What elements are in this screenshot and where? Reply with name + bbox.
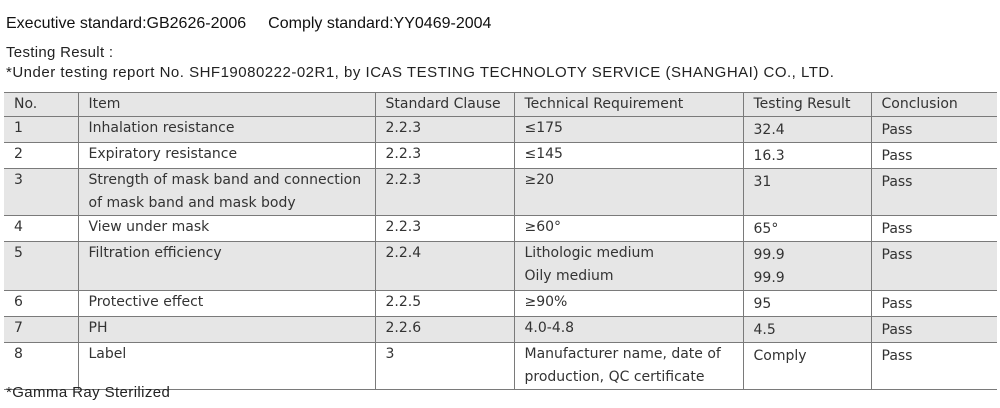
cell-clause: 2.2.3 (374, 142, 514, 169)
table-row: 7 PH 2.2.6 4.0-4.8 4.5 Pass (4, 316, 997, 343)
cell-no: 8 (4, 342, 78, 390)
cell-item-line: Filtration efficiency (88, 245, 222, 261)
cell-clause: 2.2.5 (374, 290, 514, 317)
column-header-conclusion: Conclusion (870, 92, 997, 117)
cell-requirement-line: ≤175 (524, 120, 563, 136)
cell-result: 16.3 (742, 142, 871, 169)
cell-requirement-line: Manufacturer name, date of (524, 346, 721, 362)
cell-no: 4 (4, 215, 78, 242)
cell-requirement-line: Lithologic medium (524, 245, 655, 261)
cell-item: View under mask (77, 215, 375, 242)
cell-requirement-line: ≤145 (524, 146, 563, 162)
cell-conclusion: Pass (870, 168, 997, 216)
cell-no: 6 (4, 290, 78, 317)
cell-item: Protective effect (77, 290, 375, 317)
table-row: 5 Filtration efficiency 2.2.4 Lithologic… (4, 241, 997, 291)
cell-clause: 2.2.3 (374, 168, 514, 216)
cell-no: 7 (4, 316, 78, 343)
cell-item-line: Label (88, 346, 127, 362)
table-row: 8 Label 3 Manufacturer name, date of prod… (4, 342, 997, 390)
cell-item-line: of mask band and mask body (88, 195, 296, 211)
cell-requirement: ≥90% (513, 290, 743, 317)
cell-conclusion: Pass (870, 316, 997, 343)
cell-result-line: 65° (753, 221, 779, 237)
cell-item-line: Protective effect (88, 294, 204, 310)
cell-result-line: 31 (753, 174, 772, 190)
cell-result: 95 (742, 290, 871, 317)
comply-standard: Comply standard:YY0469-2004 (268, 15, 492, 32)
executive-standard: Executive standard:GB2626-2006 (6, 15, 247, 32)
footer-note: *Gamma Ray Sterilized (6, 384, 171, 401)
cell-requirement-line: 4.0-4.8 (524, 320, 575, 336)
cell-item: Label (77, 342, 375, 390)
cell-item: Strength of mask band and connection of m… (77, 168, 375, 216)
cell-requirement-line: Oily medium (524, 268, 614, 284)
cell-no: 5 (4, 241, 78, 291)
cell-requirement: ≤145 (513, 142, 743, 169)
column-header-standard-clause: Standard Clause (374, 92, 514, 117)
cell-requirement-line: production, QC certificate (524, 369, 705, 385)
report-note: *Under testing report No. SHF19080222-02… (6, 64, 835, 81)
cell-requirement: ≥60° (513, 215, 743, 242)
cell-clause: 2.2.4 (374, 241, 514, 291)
cell-conclusion: Pass (870, 342, 997, 390)
cell-item: PH (77, 316, 375, 343)
table-row: 3 Strength of mask band and connection of… (4, 168, 997, 216)
table-row: 2 Expiratory resistance 2.2.3 ≤145 16.3 … (4, 142, 997, 169)
cell-item-line: View under mask (88, 219, 210, 235)
column-header-item: Item (77, 92, 375, 117)
cell-conclusion: Pass (870, 290, 997, 317)
cell-result: 99.9 99.9 (742, 241, 871, 291)
cell-requirement-line: ≥90% (524, 294, 568, 310)
cell-result-line: 99.9 (753, 247, 785, 263)
cell-requirement: Manufacturer name, date of production, QC… (513, 342, 743, 390)
column-header-testing-result: Testing Result (742, 92, 871, 117)
cell-conclusion: Pass (870, 116, 997, 143)
cell-conclusion: Pass (870, 241, 997, 291)
cell-result-line: Comply (753, 348, 807, 364)
cell-result-line: 16.3 (753, 148, 785, 164)
cell-result: 65° (742, 215, 871, 242)
cell-clause: 3 (374, 342, 514, 390)
cell-requirement-line: ≥60° (524, 219, 562, 235)
cell-requirement: ≥20 (513, 168, 743, 216)
cell-clause: 2.2.3 (374, 116, 514, 143)
cell-item-line: Inhalation resistance (88, 120, 235, 136)
cell-item-line: PH (88, 320, 108, 336)
cell-item: Inhalation resistance (77, 116, 375, 143)
cell-no: 1 (4, 116, 78, 143)
cell-requirement: ≤175 (513, 116, 743, 143)
cell-clause: 2.2.6 (374, 316, 514, 343)
cell-result-line: 32.4 (753, 122, 785, 138)
cell-result-line: 4.5 (753, 322, 776, 338)
cell-result: 32.4 (742, 116, 871, 143)
column-header-technical-requirement: Technical Requirement (513, 92, 743, 117)
results-table: No. Item Standard Clause Technical Requi… (4, 92, 997, 390)
cell-no: 3 (4, 168, 78, 216)
cell-result: 4.5 (742, 316, 871, 343)
cell-conclusion: Pass (870, 142, 997, 169)
cell-item: Filtration efficiency (77, 241, 375, 291)
cell-requirement: 4.0-4.8 (513, 316, 743, 343)
cell-result: 31 (742, 168, 871, 216)
cell-result-line: 99.9 (753, 270, 785, 286)
cell-no: 2 (4, 142, 78, 169)
cell-conclusion: Pass (870, 215, 997, 242)
cell-item: Expiratory resistance (77, 142, 375, 169)
cell-requirement: Lithologic medium Oily medium (513, 241, 743, 291)
cell-clause: 2.2.3 (374, 215, 514, 242)
testing-result-label: Testing Result : (6, 44, 114, 61)
standards-line: Executive standard:GB2626-2006 Comply sta… (6, 15, 491, 33)
cell-result: Comply (742, 342, 871, 390)
cell-item-line: Strength of mask band and connection (88, 172, 362, 188)
table-header-row: No. Item Standard Clause Technical Requi… (4, 92, 997, 117)
column-header-no: No. (4, 92, 78, 117)
cell-result-line: 95 (753, 296, 772, 312)
cell-requirement-line: ≥20 (524, 172, 555, 188)
table-row: 1 Inhalation resistance 2.2.3 ≤175 32.4 … (4, 116, 997, 143)
table-row: 6 Protective effect 2.2.5 ≥90% 95 Pass (4, 290, 997, 317)
table-row: 4 View under mask 2.2.3 ≥60° 65° Pass (4, 215, 997, 242)
cell-item-line: Expiratory resistance (88, 146, 238, 162)
